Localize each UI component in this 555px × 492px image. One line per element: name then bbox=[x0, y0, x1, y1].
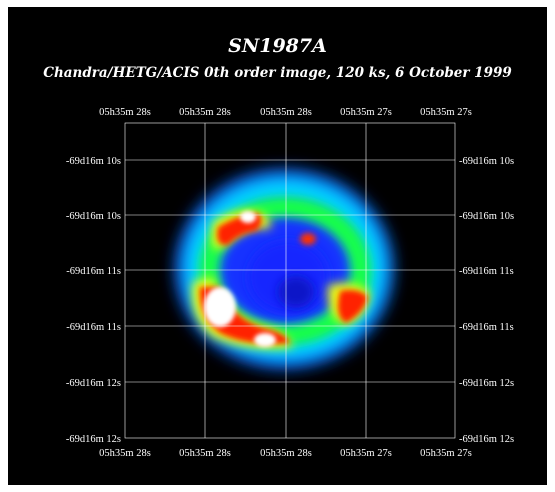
ra-label-top: 05h35m 28s bbox=[260, 107, 312, 118]
ra-label-bottom: 05h35m 28s bbox=[260, 448, 312, 459]
hotspot-south bbox=[254, 333, 276, 347]
dec-label-right: -69d16m 11s bbox=[459, 266, 514, 277]
image-title: SN1987A bbox=[228, 35, 327, 57]
dec-label-left: -69d16m 12s bbox=[66, 378, 121, 389]
dec-label-right: -69d16m 12s bbox=[459, 434, 514, 445]
ra-label-top: 05h35m 27s bbox=[420, 107, 472, 118]
dec-label-right: -69d16m 11s bbox=[459, 322, 514, 333]
emission-center-core bbox=[278, 276, 314, 308]
dec-label-right: -69d16m 10s bbox=[459, 211, 514, 222]
ra-label-bottom: 05h35m 28s bbox=[179, 448, 231, 459]
plot-border bbox=[124, 122, 456, 439]
emission-ring-green bbox=[199, 197, 371, 345]
dec-label-right: -69d16m 12s bbox=[459, 378, 514, 389]
red-region-east bbox=[338, 289, 368, 323]
red-knot-north bbox=[300, 233, 316, 245]
dec-label-left: -69d16m 11s bbox=[66, 322, 121, 333]
ra-label-bottom: 05h35m 28s bbox=[99, 448, 151, 459]
dec-label-right: -69d16m 10s bbox=[459, 156, 514, 167]
xray-ring-image bbox=[178, 172, 390, 366]
coordinate-grid bbox=[124, 122, 456, 439]
ra-label-top: 05h35m 28s bbox=[99, 107, 151, 118]
ra-label-bottom: 05h35m 27s bbox=[420, 448, 472, 459]
image-subtitle: Chandra/HETG/ACIS 0th order image, 120 k… bbox=[43, 65, 512, 81]
ra-label-bottom: 05h35m 27s bbox=[340, 448, 392, 459]
hotspot-southwest bbox=[204, 287, 236, 327]
ra-label-top: 05h35m 27s bbox=[340, 107, 392, 118]
sky-plot: 05h35m 28s 05h35m 28s 05h35m 28s 05h35m … bbox=[66, 107, 514, 459]
dec-label-left: -69d16m 10s bbox=[66, 211, 121, 222]
ra-label-top: 05h35m 28s bbox=[179, 107, 231, 118]
dec-label-left: -69d16m 11s bbox=[66, 266, 121, 277]
hotspot-north bbox=[240, 211, 256, 223]
dec-label-left: -69d16m 12s bbox=[66, 434, 121, 445]
dec-label-left: -69d16m 10s bbox=[66, 156, 121, 167]
image-frame: SN1987A Chandra/HETG/ACIS 0th order imag… bbox=[8, 7, 547, 485]
